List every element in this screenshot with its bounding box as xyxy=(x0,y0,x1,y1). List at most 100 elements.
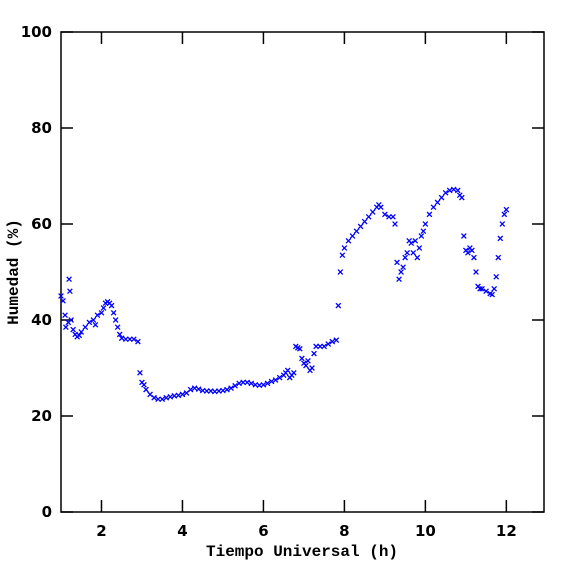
point xyxy=(135,338,141,345)
point xyxy=(396,276,402,283)
point xyxy=(78,329,85,335)
point xyxy=(220,387,226,394)
point xyxy=(365,213,372,220)
point xyxy=(264,380,271,387)
point xyxy=(499,221,506,227)
point xyxy=(86,319,93,326)
point xyxy=(410,249,417,256)
point xyxy=(430,204,437,211)
point xyxy=(493,273,500,280)
point xyxy=(141,381,147,388)
point xyxy=(94,312,101,319)
point xyxy=(382,211,388,218)
point xyxy=(236,380,242,387)
point xyxy=(477,285,483,292)
point xyxy=(175,392,182,399)
y-tick-label: 0 xyxy=(42,503,52,521)
point xyxy=(329,338,336,345)
point xyxy=(335,302,342,309)
point xyxy=(187,386,194,393)
y-tick-label: 100 xyxy=(21,23,52,41)
x-tick-label: 10 xyxy=(415,522,436,540)
point xyxy=(489,291,496,298)
point xyxy=(349,233,356,239)
point xyxy=(272,377,279,383)
point xyxy=(418,233,425,239)
point xyxy=(495,254,502,261)
point xyxy=(479,285,485,292)
point xyxy=(62,324,69,331)
point xyxy=(345,237,352,244)
point xyxy=(416,245,423,251)
point xyxy=(450,186,457,193)
point xyxy=(244,379,251,386)
point xyxy=(497,235,504,242)
point xyxy=(299,355,305,362)
point xyxy=(68,317,74,323)
point xyxy=(337,269,344,275)
point xyxy=(167,393,174,400)
point xyxy=(82,324,89,331)
point xyxy=(100,305,107,311)
point xyxy=(321,343,328,350)
point xyxy=(303,362,309,369)
point xyxy=(369,209,376,215)
point xyxy=(357,223,364,230)
plot-frame xyxy=(60,31,545,513)
point xyxy=(404,249,411,256)
point xyxy=(159,396,166,403)
point xyxy=(70,326,77,333)
y-tick-label: 20 xyxy=(31,407,52,425)
point xyxy=(400,264,406,271)
x-tick-label: 6 xyxy=(258,522,268,540)
point xyxy=(260,381,267,388)
point xyxy=(353,228,360,235)
point xyxy=(377,204,384,211)
point xyxy=(465,249,471,256)
y-tick-label: 60 xyxy=(31,215,52,233)
point xyxy=(276,374,283,381)
y-axis-title: Humedad (%) xyxy=(5,219,23,325)
point xyxy=(311,350,317,357)
point xyxy=(112,317,119,323)
point xyxy=(420,228,427,235)
point xyxy=(469,247,475,254)
point xyxy=(290,369,297,376)
point xyxy=(309,365,315,371)
point xyxy=(137,369,143,376)
point xyxy=(143,386,149,393)
x-tick-label: 8 xyxy=(339,522,349,540)
x-tick-label: 12 xyxy=(496,522,517,540)
point xyxy=(66,276,72,283)
point xyxy=(98,309,105,316)
x-tick-label: 2 xyxy=(96,522,106,540)
point xyxy=(76,332,83,339)
point xyxy=(483,288,489,295)
point xyxy=(501,211,508,218)
point xyxy=(305,357,311,364)
point xyxy=(325,341,332,347)
point xyxy=(228,385,234,392)
point xyxy=(458,194,465,201)
point xyxy=(268,378,275,385)
point xyxy=(491,285,498,292)
point xyxy=(434,199,441,206)
point xyxy=(414,254,421,261)
y-tick-label: 80 xyxy=(31,119,52,137)
point xyxy=(442,189,449,196)
point xyxy=(422,221,429,227)
point xyxy=(503,206,510,213)
point xyxy=(471,254,477,261)
point xyxy=(392,221,398,227)
point xyxy=(195,386,202,392)
point xyxy=(284,367,291,374)
point xyxy=(90,317,97,323)
point xyxy=(224,386,230,393)
point xyxy=(131,336,137,343)
point xyxy=(361,218,368,225)
point xyxy=(67,288,73,295)
point xyxy=(390,213,396,220)
y-tick-label: 40 xyxy=(31,311,52,329)
point xyxy=(92,321,99,328)
